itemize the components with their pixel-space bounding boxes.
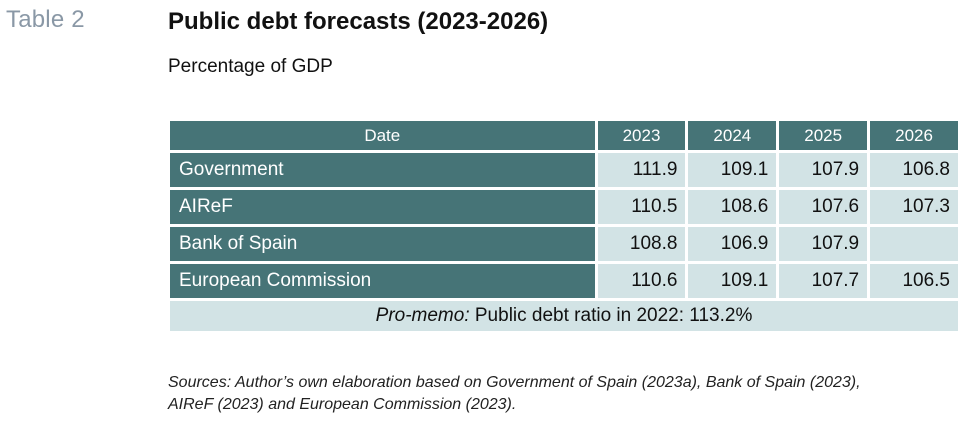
header-date: Date bbox=[170, 121, 595, 150]
sources-note: Sources: Author’s own elaboration based … bbox=[168, 372, 968, 416]
cell-european-commission-2025: 107.7 bbox=[779, 264, 868, 298]
row-label-european-commission: European Commission bbox=[170, 264, 595, 298]
cell-bank-of-spain-2025: 107.9 bbox=[779, 227, 868, 261]
cell-european-commission-2024: 109.1 bbox=[688, 264, 777, 298]
memo-row: Pro-memo: Public debt ratio in 2022: 113… bbox=[170, 301, 958, 331]
cell-bank-of-spain-2023: 108.8 bbox=[597, 227, 686, 261]
cell-airef-2026: 107.3 bbox=[870, 190, 958, 224]
header-year-2024: 2024 bbox=[688, 121, 777, 150]
cell-bank-of-spain-2024: 106.9 bbox=[688, 227, 777, 261]
cell-airef-2024: 108.6 bbox=[688, 190, 777, 224]
pro-memo-cell: Pro-memo: Public debt ratio in 2022: 113… bbox=[170, 301, 958, 331]
table-row: Government 111.9 109.1 107.9 106.8 bbox=[170, 153, 958, 187]
row-label-bank-of-spain: Bank of Spain bbox=[170, 227, 595, 261]
table-row: European Commission 110.6 109.1 107.7 10… bbox=[170, 264, 958, 298]
cell-government-2024: 109.1 bbox=[688, 153, 777, 187]
debt-forecast-table: Date 2023 2024 2025 2026 Government 111.… bbox=[167, 118, 961, 334]
cell-government-2025: 107.9 bbox=[779, 153, 868, 187]
header-year-2026: 2026 bbox=[870, 121, 958, 150]
table-subtitle: Percentage of GDP bbox=[168, 56, 333, 77]
pro-memo-label: Pro-memo: bbox=[375, 305, 470, 326]
table-row: Bank of Spain 108.8 106.9 107.9 bbox=[170, 227, 958, 261]
cell-airef-2023: 110.5 bbox=[597, 190, 686, 224]
sources-line-2: AIReF (2023) and European Commission (20… bbox=[168, 396, 517, 413]
sources-line-1: Sources: Author’s own elaboration based … bbox=[168, 374, 861, 391]
cell-european-commission-2026: 106.5 bbox=[870, 264, 958, 298]
cell-government-2026: 106.8 bbox=[870, 153, 958, 187]
row-label-government: Government bbox=[170, 153, 595, 187]
table-row: AIReF 110.5 108.6 107.6 107.3 bbox=[170, 190, 958, 224]
pro-memo-text: Public debt ratio in 2022: 113.2% bbox=[469, 305, 753, 326]
header-year-2025: 2025 bbox=[779, 121, 868, 150]
header-year-2023: 2023 bbox=[597, 121, 686, 150]
header-row: Date 2023 2024 2025 2026 bbox=[170, 121, 958, 150]
cell-european-commission-2023: 110.6 bbox=[597, 264, 686, 298]
cell-government-2023: 111.9 bbox=[597, 153, 686, 187]
cell-airef-2025: 107.6 bbox=[779, 190, 868, 224]
table-title: Public debt forecasts (2023-2026) bbox=[168, 8, 549, 35]
row-label-airef: AIReF bbox=[170, 190, 595, 224]
table-number: Table 2 bbox=[6, 6, 85, 33]
cell-bank-of-spain-2026 bbox=[870, 227, 958, 261]
